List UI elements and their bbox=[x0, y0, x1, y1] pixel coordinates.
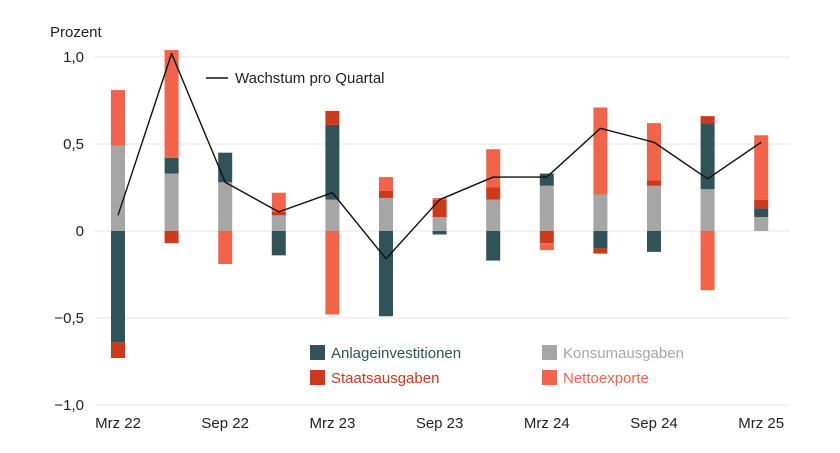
bar-segment-anlageinvestitionen bbox=[647, 231, 661, 252]
bar-segment-anlageinvestitionen bbox=[218, 152, 233, 183]
bar-segment-anlageinvestitionen bbox=[486, 231, 501, 261]
bars-layer bbox=[111, 50, 769, 359]
bar-segment-anlageinvestitionen bbox=[700, 123, 715, 190]
bar-segment-nettoexporte bbox=[647, 123, 661, 181]
bar-segment-staatsausgaben bbox=[432, 199, 447, 218]
legend-swatch-staatsausgaben bbox=[310, 370, 325, 385]
bar-segment-konsumausgaben bbox=[486, 199, 501, 231]
line-legend-label: Wachstum pro Quartal bbox=[235, 70, 385, 87]
y-tick-label: 1,0 bbox=[63, 49, 84, 66]
bar-segment-nettoexporte bbox=[218, 231, 233, 265]
bar-segment-staatsausgaben bbox=[593, 248, 608, 254]
bar-segment-anlageinvestitionen bbox=[593, 231, 608, 249]
bar-segment-anlageinvestitionen bbox=[111, 231, 125, 343]
bar-segment-nettoexporte bbox=[379, 177, 393, 191]
x-tick-label: Mrz 22 bbox=[95, 415, 141, 432]
bar-segment-konsumausgaben bbox=[111, 145, 125, 231]
x-tick-label: Sep 22 bbox=[201, 415, 249, 432]
growth-line bbox=[117, 52, 762, 260]
bar-segment-staatsausgaben bbox=[325, 110, 340, 125]
bar-segment-konsumausgaben bbox=[379, 197, 393, 231]
bar-segment-nettoexporte bbox=[593, 107, 608, 195]
bar-segment-konsumausgaben bbox=[218, 182, 233, 231]
bar-segment-nettoexporte bbox=[325, 231, 340, 315]
bar-segment-staatsausgaben bbox=[647, 180, 661, 186]
bar-segment-staatsausgaben bbox=[486, 187, 501, 200]
legend-label-anlageinvestitionen: Anlageinvestitionen bbox=[331, 345, 461, 362]
bar-segment-staatsausgaben bbox=[164, 231, 179, 244]
bar-segment-staatsausgaben bbox=[379, 190, 393, 198]
bar-segment-nettoexporte bbox=[271, 192, 286, 212]
bar-segment-anlageinvestitionen bbox=[432, 231, 447, 235]
y-tick-label: 0 bbox=[76, 223, 84, 240]
axis-layer: 1,0 0,5 0 −0,5 −1,0 Mrz 22 Sep 22 Mrz 23 Sep 23 M… bbox=[54, 49, 784, 432]
bar-segment-konsumausgaben bbox=[432, 217, 447, 231]
legend-swatch-konsumausgaben bbox=[542, 345, 557, 360]
legend-swatch-anlageinvestitionen bbox=[310, 345, 325, 360]
x-tick-label: Mrz 25 bbox=[738, 415, 784, 432]
bar-segment-staatsausgaben bbox=[271, 211, 286, 216]
x-tick-label: Sep 23 bbox=[416, 415, 464, 432]
bar-segment-konsumausgaben bbox=[271, 215, 286, 231]
x-tick-label: Mrz 24 bbox=[524, 415, 570, 432]
legend-label-staatsausgaben: Staatsausgaben bbox=[331, 370, 439, 387]
bar-segment-konsumausgaben bbox=[539, 185, 554, 231]
bar-segment-staatsausgaben bbox=[754, 199, 769, 209]
bar-segment-konsumausgaben bbox=[164, 173, 179, 231]
bar-segment-staatsausgaben bbox=[539, 231, 554, 244]
bar-segment-staatsausgaben bbox=[111, 342, 125, 359]
bar-segment-anlageinvestitionen bbox=[379, 231, 393, 317]
legend-label-nettoexporte: Nettoexporte bbox=[563, 370, 649, 387]
bar-segment-konsumausgaben bbox=[647, 185, 661, 231]
bar-segment-anlageinvestitionen bbox=[164, 157, 179, 174]
bar-segment-staatsausgaben bbox=[700, 116, 715, 124]
y-tick-label: −1,0 bbox=[54, 397, 84, 414]
line-layer bbox=[117, 52, 762, 260]
bar-segment-nettoexporte bbox=[539, 243, 554, 251]
bar-segment-nettoexporte bbox=[164, 50, 179, 158]
y-tick-label: −0,5 bbox=[54, 310, 84, 327]
bar-segment-nettoexporte bbox=[486, 149, 501, 188]
legend-layer: Wachstum pro Quartal Anlageinvestitionen K… bbox=[206, 70, 684, 387]
bar-segment-konsumausgaben bbox=[700, 189, 715, 231]
y-unit-label: Prozent bbox=[50, 24, 103, 41]
legend-swatch-nettoexporte bbox=[542, 370, 557, 385]
bar-segment-anlageinvestitionen bbox=[325, 124, 340, 200]
bar-segment-nettoexporte bbox=[700, 231, 715, 291]
legend-label-konsumausgaben: Konsumausgaben bbox=[563, 345, 684, 362]
bar-segment-konsumausgaben bbox=[754, 217, 769, 231]
bar-segment-nettoexporte bbox=[754, 135, 769, 200]
y-tick-label: 0,5 bbox=[63, 136, 84, 153]
x-tick-label: Mrz 23 bbox=[309, 415, 355, 432]
bar-segment-anlageinvestitionen bbox=[754, 208, 769, 218]
bar-segment-nettoexporte bbox=[111, 90, 125, 146]
bar-segment-nettoexporte bbox=[432, 197, 447, 200]
bar-segment-konsumausgaben bbox=[325, 199, 340, 231]
bar-segment-anlageinvestitionen bbox=[271, 231, 286, 256]
x-tick-label: Sep 24 bbox=[630, 415, 678, 432]
bar-segment-anlageinvestitionen bbox=[539, 173, 554, 186]
bar-segment-konsumausgaben bbox=[593, 194, 608, 231]
